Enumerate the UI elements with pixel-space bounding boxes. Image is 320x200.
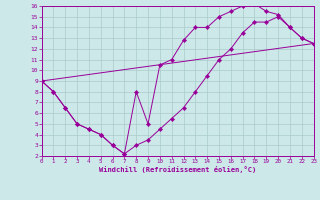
X-axis label: Windchill (Refroidissement éolien,°C): Windchill (Refroidissement éolien,°C) <box>99 166 256 173</box>
